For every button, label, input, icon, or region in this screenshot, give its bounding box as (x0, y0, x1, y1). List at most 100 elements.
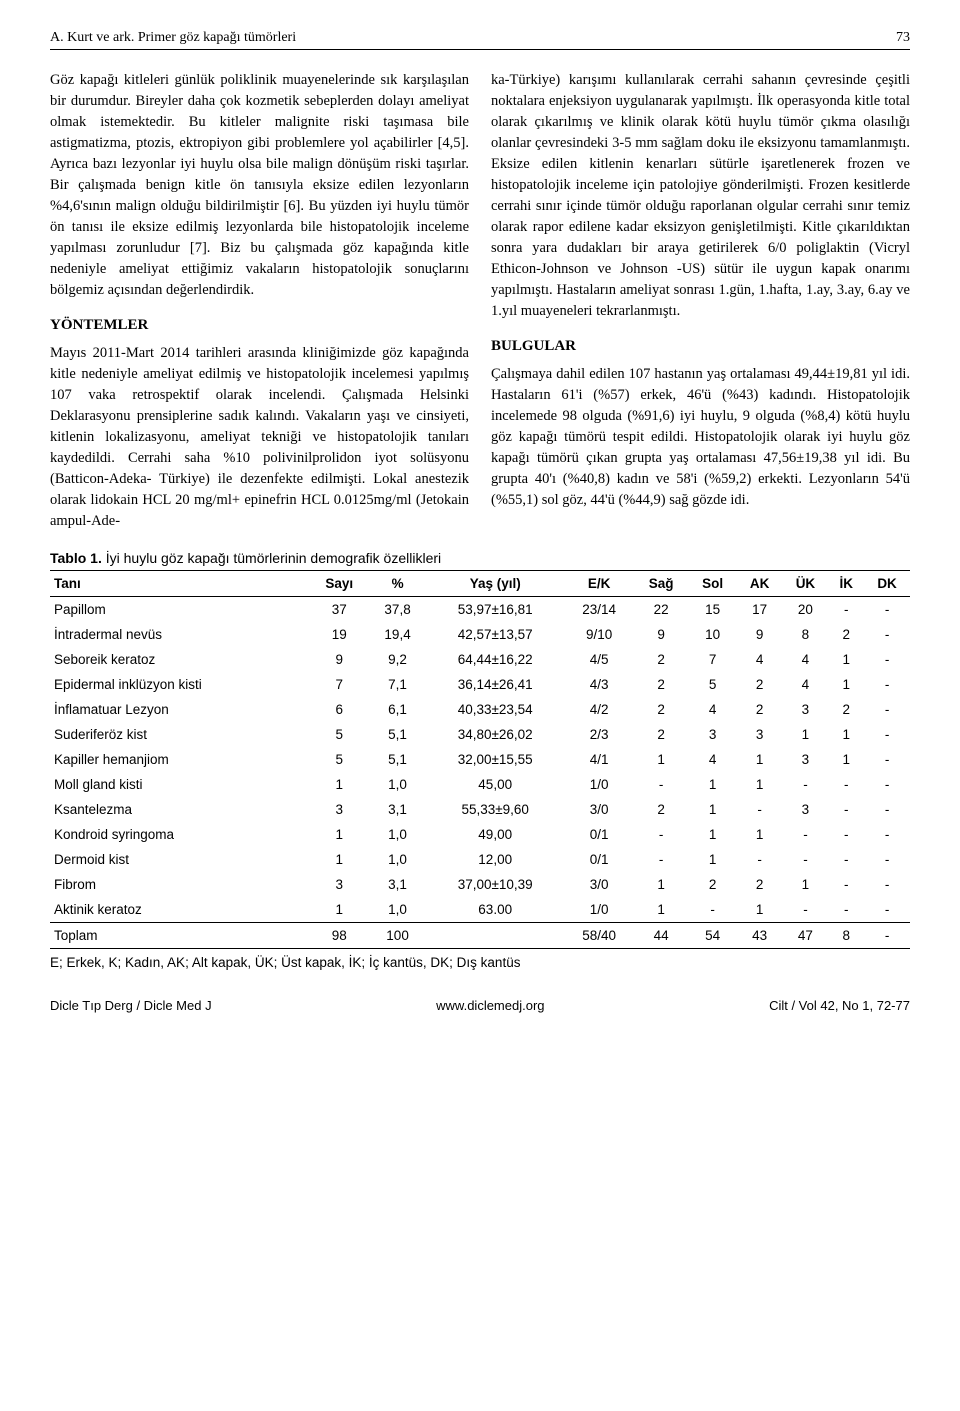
table-cell: - (864, 822, 910, 847)
table-cell: - (864, 597, 910, 623)
header-title: A. Kurt ve ark. Primer göz kapağı tümörl… (50, 30, 296, 46)
table-cell: Seboreik keratoz (50, 647, 309, 672)
continuation-paragraph: ka-Türkiye) karışımı kullanılarak cerrah… (491, 70, 910, 322)
table-cell: İnflamatuar Lezyon (50, 697, 309, 722)
table-row: Papillom3737,853,97±16,8123/1422151720-- (50, 597, 910, 623)
table-total-cell: 100 (369, 923, 426, 949)
table-cell: 5,1 (369, 747, 426, 772)
table-cell: 4/2 (564, 697, 634, 722)
results-paragraph: Çalışmaya dahil edilen 107 hastanın yaş … (491, 364, 910, 511)
table-cell: - (864, 797, 910, 822)
table-cell: Dermoid kist (50, 847, 309, 872)
table-body: Papillom3737,853,97±16,8123/1422151720--… (50, 597, 910, 923)
table-cell: - (634, 847, 689, 872)
table-cell: 1 (309, 897, 369, 923)
table-cell: 2 (634, 647, 689, 672)
table-cell: Fibrom (50, 872, 309, 897)
table-cell: - (783, 897, 829, 923)
table-cell: 42,57±13,57 (426, 622, 564, 647)
table-row: Seboreik keratoz99,264,44±16,224/527441- (50, 647, 910, 672)
table-cell: 1 (828, 722, 864, 747)
table-cell: - (828, 822, 864, 847)
table-cell: 1 (783, 872, 829, 897)
table-cell: 2 (737, 672, 783, 697)
table-cell: 2 (737, 872, 783, 897)
table-cell: 9,2 (369, 647, 426, 672)
table-cell: - (783, 822, 829, 847)
table-cell: 4 (783, 647, 829, 672)
table-cell: - (828, 597, 864, 623)
table-header-cell: AK (737, 571, 783, 597)
table-1-wrap: Tablo 1. İyi huylu göz kapağı tümörlerin… (50, 550, 910, 970)
table-row: Fibrom33,137,00±10,393/01221-- (50, 872, 910, 897)
table-header-cell: Yaş (yıl) (426, 571, 564, 597)
footer-journal: Dicle Tıp Derg / Dicle Med J (50, 998, 212, 1013)
table-total-cell: 47 (783, 923, 829, 949)
table-cell: - (864, 672, 910, 697)
table-cell: 5 (309, 722, 369, 747)
table-cell: 1 (634, 897, 689, 923)
table-cell: 45,00 (426, 772, 564, 797)
table-header-cell: Sağ (634, 571, 689, 597)
table-cell: 1 (737, 747, 783, 772)
table-cell: 1 (309, 847, 369, 872)
table-header-cell: ÜK (783, 571, 829, 597)
table-cell: - (864, 722, 910, 747)
table-row: Kapiller hemanjiom55,132,00±15,554/11413… (50, 747, 910, 772)
table-cell: 2 (737, 697, 783, 722)
table-cell: İntradermal nevüs (50, 622, 309, 647)
table-cell: - (828, 797, 864, 822)
table-cell: 20 (783, 597, 829, 623)
table-cell: 1 (783, 722, 829, 747)
table-cell: 3 (737, 722, 783, 747)
page-header: A. Kurt ve ark. Primer göz kapağı tümörl… (50, 30, 910, 50)
table-cell: 1,0 (369, 772, 426, 797)
right-column: ka-Türkiye) karışımı kullanılarak cerrah… (491, 70, 910, 532)
table-total-cell: 54 (688, 923, 736, 949)
header-page-number: 73 (896, 30, 910, 46)
table-cell: 1/0 (564, 772, 634, 797)
table-cell: - (864, 697, 910, 722)
table-cell: Ksantelezma (50, 797, 309, 822)
table-cell: - (737, 847, 783, 872)
table-row: İnflamatuar Lezyon66,140,33±23,544/22423… (50, 697, 910, 722)
table-cell: - (864, 647, 910, 672)
table-cell: 9 (737, 622, 783, 647)
table-cell: 15 (688, 597, 736, 623)
table-cell: 5,1 (369, 722, 426, 747)
table-cell: 1 (309, 822, 369, 847)
table-cell: 1 (688, 822, 736, 847)
table-row: Moll gland kisti11,045,001/0-11--- (50, 772, 910, 797)
table-cell: 3 (783, 797, 829, 822)
table-total-cell: - (864, 923, 910, 949)
table-cell: - (634, 822, 689, 847)
table-cell: - (828, 897, 864, 923)
table-total-cell: Toplam (50, 923, 309, 949)
table-cell: 12,00 (426, 847, 564, 872)
table-cell: 1 (737, 897, 783, 923)
table-total-cell: 58/40 (564, 923, 634, 949)
section-heading-bulgular: BULGULAR (491, 336, 910, 358)
table-cell: 4 (688, 747, 736, 772)
table-cell: 3 (783, 747, 829, 772)
table-cell: Kondroid syringoma (50, 822, 309, 847)
table-cell: 3 (783, 697, 829, 722)
body-columns: Göz kapağı kitleleri günlük poliklinik m… (50, 70, 910, 532)
page-footer: Dicle Tıp Derg / Dicle Med J www.dicleme… (50, 998, 910, 1013)
table-total-cell: 98 (309, 923, 369, 949)
table-cell: 4/5 (564, 647, 634, 672)
table-cell: 1/0 (564, 897, 634, 923)
table-cell: 4 (737, 647, 783, 672)
table-cell: 37 (309, 597, 369, 623)
table-cell: 37,8 (369, 597, 426, 623)
table-row: Aktinik keratoz11,063.001/01-1--- (50, 897, 910, 923)
left-column: Göz kapağı kitleleri günlük poliklinik m… (50, 70, 469, 532)
table-cell: 1 (737, 772, 783, 797)
table-cell: 2 (634, 797, 689, 822)
table-total: Toplam9810058/40445443478- (50, 923, 910, 949)
table-cell: 6,1 (369, 697, 426, 722)
table-cell: - (737, 797, 783, 822)
table-cell: 49,00 (426, 822, 564, 847)
table-cell: 4 (783, 672, 829, 697)
table-cell: 5 (688, 672, 736, 697)
